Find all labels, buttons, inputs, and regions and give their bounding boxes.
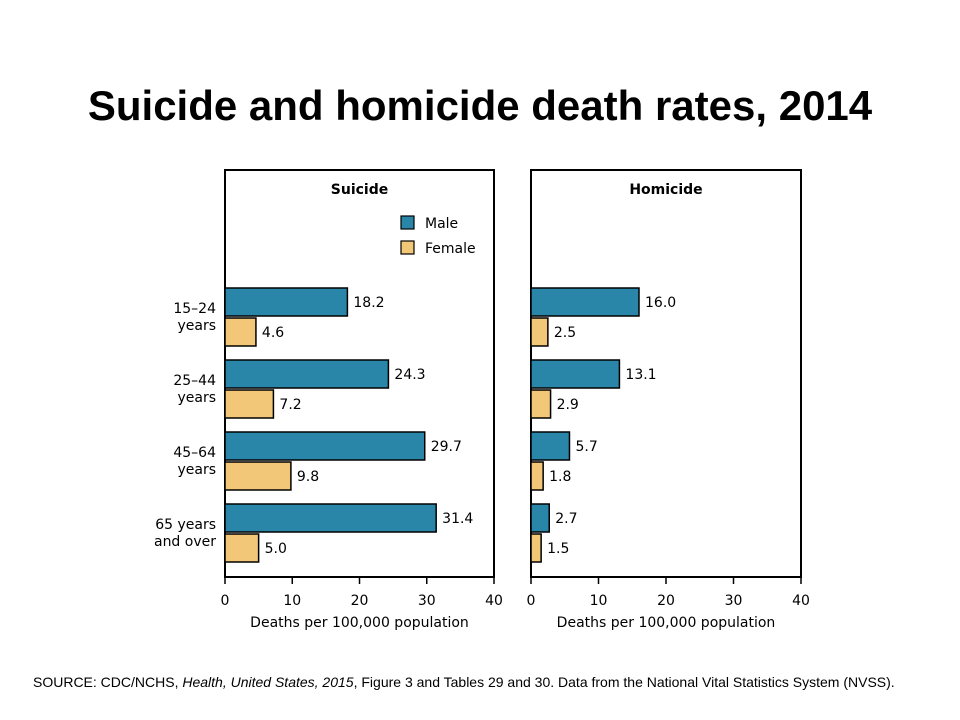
suicide-male-bar xyxy=(224,431,426,461)
legend-label-female: Female xyxy=(425,241,476,257)
category-label: 25–44 xyxy=(173,373,216,389)
homicide-female-data-label: 2.5 xyxy=(554,325,576,341)
homicide-male-data-label: 2.7 xyxy=(555,511,577,527)
homicide-male-data-label: 16.0 xyxy=(645,295,676,311)
homicide-panel-title: Homicide xyxy=(629,182,702,198)
homicide-female-bar xyxy=(530,317,549,347)
homicide-female-bar xyxy=(530,461,544,491)
source-publication: Health, United States, 2015 xyxy=(182,674,354,690)
source-suffix: , Figure 3 and Tables 29 and 30. Data fr… xyxy=(353,674,895,690)
source-prefix: SOURCE: CDC/NCHS, xyxy=(33,674,183,690)
category-label: 65 years xyxy=(155,517,216,533)
suicide-x-tick-label: 10 xyxy=(283,593,301,609)
homicide-x-axis-label: Deaths per 100,000 population xyxy=(557,615,776,631)
category-label: 45–64 xyxy=(173,445,216,461)
suicide-female-data-label: 4.6 xyxy=(262,325,284,341)
homicide-male-bar xyxy=(530,503,550,533)
homicide-x-tick-label: 20 xyxy=(657,593,675,609)
homicide-x-tick-label: 40 xyxy=(792,593,810,609)
category-label: 15–24 xyxy=(173,301,216,317)
category-label: years xyxy=(177,462,216,478)
homicide-female-data-label: 1.8 xyxy=(549,469,571,485)
suicide-male-data-label: 24.3 xyxy=(394,367,425,383)
source-note: SOURCE: CDC/NCHS, Health, United States,… xyxy=(33,673,933,691)
category-label: years xyxy=(177,318,216,334)
suicide-male-data-label: 29.7 xyxy=(431,439,462,455)
suicide-male-bar xyxy=(224,287,349,317)
category-label: and over xyxy=(154,534,216,550)
legend-swatch-female xyxy=(400,240,415,255)
suicide-female-data-label: 5.0 xyxy=(265,541,287,557)
suicide-x-tick-label: 0 xyxy=(221,593,230,609)
suicide-x-tick-label: 20 xyxy=(351,593,369,609)
suicide-male-data-label: 18.2 xyxy=(353,295,384,311)
suicide-female-bar xyxy=(224,533,260,563)
suicide-male-data-label: 31.4 xyxy=(442,511,473,527)
homicide-female-data-label: 1.5 xyxy=(547,541,569,557)
suicide-male-bar xyxy=(224,503,437,533)
homicide-x-tick-label: 0 xyxy=(527,593,536,609)
suicide-female-data-label: 9.8 xyxy=(297,469,319,485)
suicide-female-bar xyxy=(224,317,257,347)
suicide-female-bar xyxy=(224,389,275,419)
homicide-x-tick-label: 30 xyxy=(725,593,743,609)
suicide-x-axis-label: Deaths per 100,000 population xyxy=(250,615,469,631)
homicide-female-bar xyxy=(530,533,542,563)
homicide-female-data-label: 2.9 xyxy=(557,397,579,413)
homicide-male-bar xyxy=(530,287,640,317)
homicide-x-tick-label: 10 xyxy=(590,593,608,609)
category-label: years xyxy=(177,390,216,406)
homicide-male-bar xyxy=(530,431,571,461)
suicide-female-data-label: 7.2 xyxy=(279,397,301,413)
suicide-female-bar xyxy=(224,461,292,491)
page-title: Suicide and homicide death rates, 2014 xyxy=(87,82,873,129)
suicide-x-tick-label: 30 xyxy=(418,593,436,609)
suicide-panel-title: Suicide xyxy=(331,182,388,198)
legend-swatch-male xyxy=(400,215,415,230)
homicide-male-data-label: 13.1 xyxy=(625,367,656,383)
homicide-male-data-label: 5.7 xyxy=(575,439,597,455)
homicide-male-bar xyxy=(530,359,621,389)
suicide-male-bar xyxy=(224,359,390,389)
suicide-x-tick-label: 40 xyxy=(485,593,503,609)
homicide-female-bar xyxy=(530,389,552,419)
legend-label-male: Male xyxy=(425,216,458,232)
